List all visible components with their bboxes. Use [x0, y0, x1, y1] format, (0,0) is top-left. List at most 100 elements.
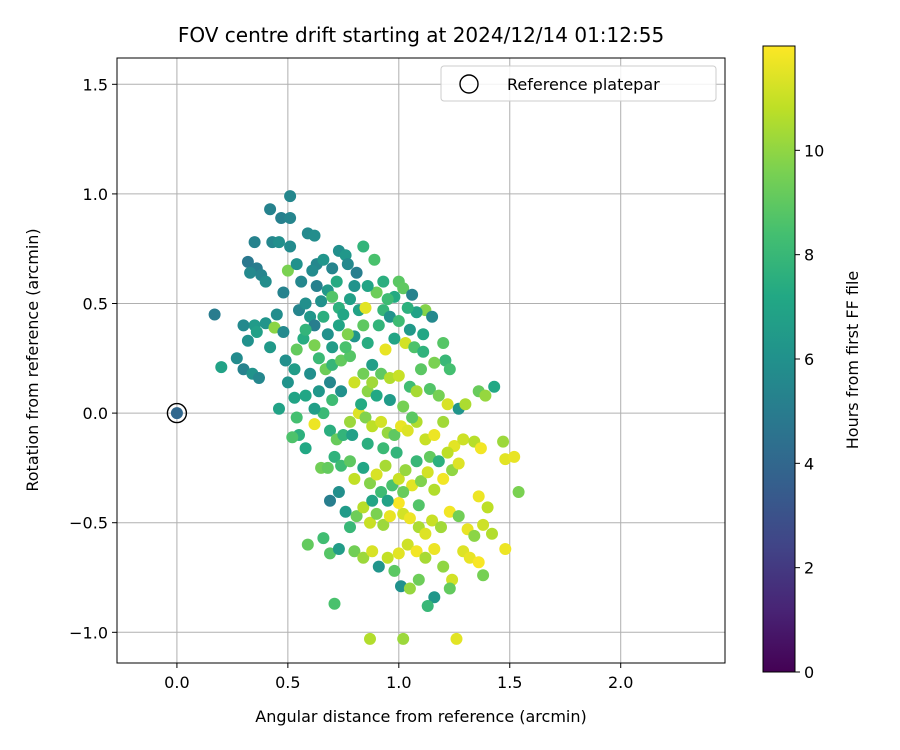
y-axis-ticks: −1.0 −0.5 0.0 0.5 1.0 1.5 [69, 75, 117, 642]
data-point [474, 442, 487, 455]
legend-box [440, 65, 717, 102]
data-point [268, 321, 281, 334]
x-tick-label: 1.5 [497, 673, 522, 692]
data-point [317, 253, 330, 266]
data-point [270, 308, 283, 321]
data-point [359, 411, 372, 424]
data-point [441, 398, 454, 411]
data-point [308, 418, 321, 431]
data-point [443, 363, 456, 376]
data-point [379, 343, 392, 356]
colorbar-tick-label: 10 [804, 141, 824, 160]
data-point [312, 385, 325, 398]
data-point [419, 433, 432, 446]
data-point [410, 455, 423, 468]
reference-point [170, 407, 183, 420]
data-point [370, 468, 383, 481]
data-point [392, 547, 405, 560]
data-point [410, 306, 423, 319]
colorbar-label: Hours from first FF file [843, 271, 862, 450]
data-point [403, 323, 416, 336]
data-point [273, 236, 285, 249]
data-point [237, 319, 250, 332]
data-point [472, 556, 485, 569]
data-point [472, 490, 485, 503]
data-point [357, 501, 370, 514]
colorbar [762, 45, 796, 673]
data-point [341, 328, 354, 341]
data-point [348, 280, 361, 292]
data-point [421, 600, 434, 612]
data-point [248, 236, 261, 249]
data-point [332, 543, 345, 555]
data-point [377, 518, 390, 531]
x-axis-ticks: 0.0 0.5 1.0 1.5 2.0 [164, 663, 633, 692]
data-point [421, 466, 434, 479]
data-point [357, 319, 370, 332]
data-point [288, 391, 301, 404]
data-point [497, 435, 510, 448]
data-point [452, 510, 465, 523]
data-point [284, 240, 297, 253]
data-point [423, 450, 436, 463]
data-point [417, 345, 430, 358]
data-point [403, 582, 416, 595]
data-point [290, 258, 303, 271]
data-point [279, 354, 292, 367]
y-tick-label: 0.0 [83, 404, 108, 423]
data-point [324, 494, 336, 507]
legend-reference-marker [459, 74, 479, 94]
data-point [435, 521, 447, 534]
data-point [379, 459, 392, 472]
data-point [301, 538, 314, 551]
y-tick-label: −1.0 [69, 623, 108, 642]
data-point [326, 262, 339, 275]
data-point [403, 512, 416, 525]
data-point [399, 464, 412, 477]
data-point [299, 442, 312, 455]
data-point [335, 354, 348, 367]
data-point [419, 551, 432, 564]
data-point [299, 389, 312, 402]
data-point [317, 310, 330, 323]
data-point [295, 275, 308, 288]
data-point [419, 527, 432, 540]
data-point [308, 339, 321, 352]
data-point [364, 632, 376, 645]
y-tick-label: −0.5 [69, 514, 108, 533]
data-point [406, 411, 419, 424]
data-point [397, 400, 410, 413]
data-point [230, 352, 243, 365]
data-point [284, 190, 297, 203]
data-point [372, 319, 385, 332]
data-point [237, 363, 250, 376]
data-point [208, 308, 221, 321]
data-point [288, 363, 301, 376]
data-point [364, 516, 376, 529]
data-point [410, 545, 423, 558]
data-point [508, 450, 521, 463]
data-point [344, 455, 356, 468]
data-point [326, 290, 339, 303]
data-point [401, 301, 414, 314]
data-point [459, 398, 472, 411]
data-point [335, 385, 348, 398]
data-point [392, 315, 405, 327]
data-point [359, 301, 372, 314]
data-point [381, 293, 394, 306]
x-tick-label: 2.0 [608, 673, 633, 692]
data-point [468, 529, 481, 542]
data-point [332, 486, 345, 498]
y-axis-label: Rotation from reference (arcmin) [23, 228, 42, 491]
data-point [308, 229, 321, 242]
data-point [383, 310, 396, 323]
data-point [383, 510, 396, 523]
data-point [281, 376, 294, 389]
data-point [428, 356, 441, 369]
colorbar-ticks: 0 2 4 6 8 10 [795, 141, 824, 682]
data-point [397, 282, 410, 295]
data-point [488, 380, 501, 393]
data-point [275, 212, 288, 224]
data-point [410, 385, 423, 398]
data-point [286, 431, 299, 444]
